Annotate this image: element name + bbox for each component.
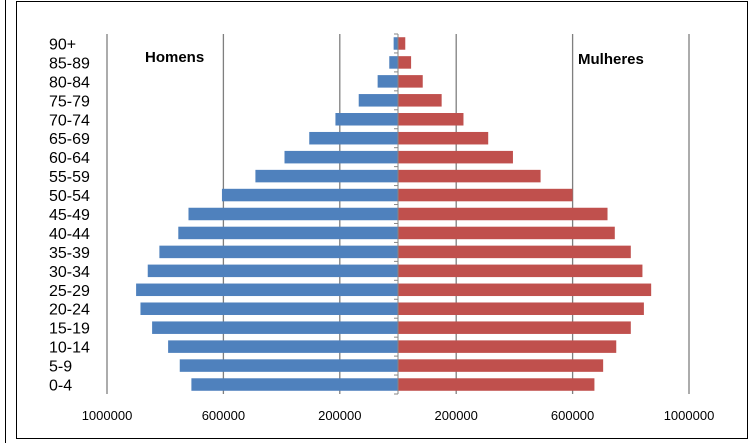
- y-tick-label: 20-24: [49, 302, 90, 319]
- x-tick-label: 600000: [551, 408, 594, 423]
- bar-mulheres-45-49: [398, 207, 608, 221]
- bar-homens-85-89: [389, 56, 398, 69]
- mulheres-label: Mulheres: [578, 51, 644, 68]
- bar-homens-30-34: [147, 264, 398, 278]
- bar-mulheres-30-34: [398, 264, 643, 278]
- series-homens: [136, 37, 398, 391]
- left-border-line: [0, 0, 6, 443]
- bar-homens-40-44: [178, 226, 398, 240]
- bar-mulheres-25-29: [398, 283, 652, 297]
- bar-mulheres-15-19: [398, 321, 631, 334]
- x-tick-label: 200000: [435, 408, 478, 423]
- bar-homens-10-14: [168, 340, 398, 353]
- y-tick-label: 0-4: [49, 378, 72, 395]
- bar-homens-50-54: [221, 188, 398, 202]
- y-tick-label: 45-49: [49, 207, 90, 224]
- y-tick-label: 60-64: [49, 150, 90, 167]
- bar-homens-60-64: [284, 150, 398, 164]
- y-tick-label: 75-79: [49, 93, 90, 110]
- y-tick-label: 10-14: [49, 340, 90, 357]
- y-tick-label: 70-74: [49, 112, 90, 129]
- bar-mulheres-55-59: [398, 169, 541, 183]
- bar-homens-80-84: [377, 75, 398, 88]
- x-tick-label: 600000: [202, 408, 245, 423]
- homens-label: Homens: [145, 49, 204, 66]
- bar-homens-5-9: [179, 359, 398, 372]
- bar-mulheres-65-69: [398, 131, 489, 145]
- y-tick-label: 90+: [49, 36, 76, 53]
- bar-homens-0-4: [191, 378, 398, 391]
- bar-mulheres-50-54: [398, 188, 573, 202]
- bar-homens-70-74: [335, 113, 398, 126]
- bar-mulheres-5-9: [398, 359, 604, 372]
- y-tick-label: 85-89: [49, 55, 90, 72]
- bar-mulheres-35-39: [398, 245, 631, 259]
- bar-mulheres-20-24: [398, 302, 644, 315]
- y-tick-label: 40-44: [49, 226, 90, 243]
- y-tick-label: 55-59: [49, 169, 90, 186]
- y-axis-labels: 0-4 5-9 10-14 15-19 20-24 25-29 30-34 35-39 40-4…: [49, 36, 90, 394]
- y-tick-label: 80-84: [49, 74, 90, 91]
- bar-mulheres-75-79: [398, 94, 442, 107]
- bar-mulheres-40-44: [398, 226, 615, 240]
- bar-homens-55-59: [255, 169, 398, 183]
- bar-homens-65-69: [309, 131, 398, 145]
- bar-homens-20-24: [140, 302, 398, 315]
- bar-homens-90+: [393, 37, 398, 50]
- bar-homens-75-79: [358, 94, 398, 107]
- x-axis-labels: 1000000 600000 200000 200000 600000 1000000: [82, 408, 715, 423]
- bar-mulheres-60-64: [398, 150, 513, 164]
- x-tick-label: 200000: [318, 408, 361, 423]
- y-tick-label: 15-19: [49, 321, 90, 338]
- x-tick-label: 1000000: [664, 408, 715, 423]
- bar-homens-35-39: [159, 245, 398, 259]
- y-tick-label: 65-69: [49, 131, 90, 148]
- x-tick-label: 1000000: [82, 408, 133, 423]
- y-tick-label: 25-29: [49, 283, 90, 300]
- series-mulheres: [398, 37, 652, 391]
- y-tick-label: 50-54: [49, 188, 90, 205]
- bar-homens-45-49: [188, 207, 398, 221]
- y-tick-label: 30-34: [49, 264, 90, 281]
- bar-mulheres-70-74: [398, 113, 464, 126]
- bar-mulheres-80-84: [398, 75, 423, 88]
- center-axis: [394, 33, 399, 395]
- y-tick-label: 5-9: [49, 359, 72, 376]
- bar-mulheres-10-14: [398, 340, 617, 353]
- chart-frame: 0-4 5-9 10-14 15-19 20-24 25-29 30-34 35-39 40-4…: [16, 1, 748, 439]
- bar-mulheres-0-4: [398, 378, 595, 391]
- population-pyramid-chart: 0-4 5-9 10-14 15-19 20-24 25-29 30-34 35-39 40-4…: [49, 33, 715, 423]
- bar-mulheres-90+: [398, 37, 406, 50]
- bar-mulheres-85-89: [398, 56, 412, 69]
- y-tick-label: 35-39: [49, 245, 90, 262]
- bar-homens-25-29: [136, 283, 398, 297]
- bar-homens-15-19: [152, 321, 398, 334]
